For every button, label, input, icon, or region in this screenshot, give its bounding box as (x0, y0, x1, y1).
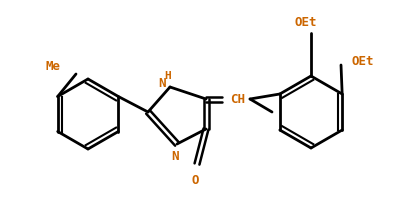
Text: N: N (171, 150, 179, 163)
Text: OEt: OEt (295, 15, 317, 28)
Text: N: N (158, 77, 166, 90)
Text: O: O (191, 174, 199, 187)
Text: H: H (165, 71, 171, 81)
Text: OEt: OEt (352, 55, 374, 68)
Text: Me: Me (45, 60, 60, 73)
Text: CH: CH (230, 93, 245, 106)
